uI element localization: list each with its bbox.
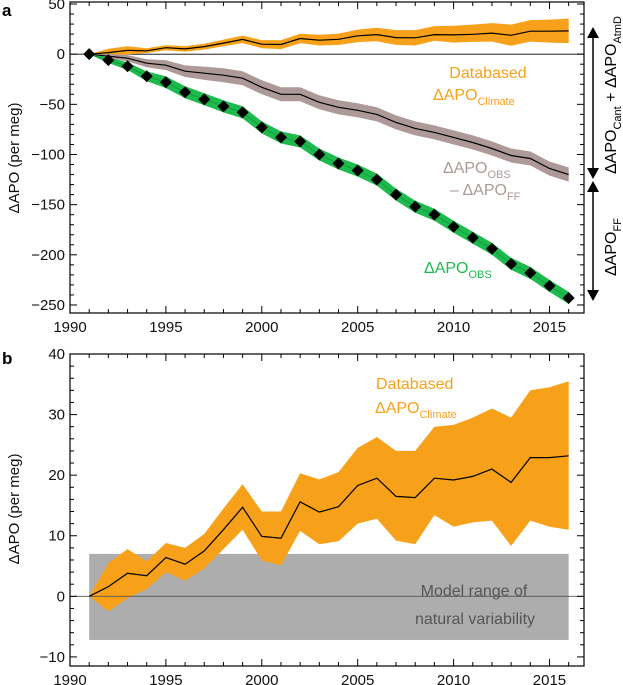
panel-a-y-tick-label: 0 — [57, 46, 65, 63]
arrow-cant-atmd-head-down — [587, 168, 599, 179]
annotation-climate-a-line1: Databased — [449, 65, 526, 82]
obs-diamond-marker — [236, 106, 249, 119]
panel-a-y-tick-label: −100 — [31, 146, 65, 163]
panel-b-letter: b — [2, 349, 12, 368]
panel-a-axes: 1990 1995 2000 2005 2010 2015 50 0 −50 −100 −150 −2… — [31, 0, 585, 336]
panel-b-x-tick-label: 1995 — [149, 672, 182, 685]
arrow-cant-atmd-head-up — [587, 27, 599, 38]
obs-diamond-marker — [83, 48, 96, 61]
panel-b-axes-frame — [69, 353, 585, 667]
annotation-obs: ΔAPOOBS — [424, 260, 492, 281]
annotation-climate-b-2: ΔAPOClimate — [375, 400, 457, 421]
panel-b-x-tick-label: 2010 — [437, 672, 470, 685]
obs-diamond-marker — [351, 164, 364, 177]
panel-b-y-tick-label: 20 — [48, 467, 65, 484]
panel-a-letter: a — [2, 1, 12, 20]
side-arrows: ΔAPOCant + ΔAPOAtmD ΔAPOFF — [587, 16, 623, 301]
obs-diamond-marker — [505, 257, 518, 270]
panel-a-y-tick-label: −250 — [31, 297, 65, 314]
panel-a-y-tick-label: −50 — [40, 96, 65, 113]
obs-diamond-marker — [159, 76, 172, 89]
climate-line — [89, 30, 569, 55]
annotation-climate-b-sub: Climate — [419, 409, 456, 421]
annotation-obs-ff-line2: – ΔAPO — [450, 182, 507, 199]
panel-a-plot-area — [70, 18, 584, 305]
panel-a-x-tick-label: 1995 — [149, 319, 182, 336]
panel-a-y-axis-title: ΔAPO (per meg) — [6, 103, 23, 214]
panel-a-x-tick-label: 2010 — [437, 319, 470, 336]
obs-diamond-marker — [179, 86, 192, 99]
obs-diamond-marker — [562, 291, 575, 304]
obs-diamond-marker — [524, 266, 537, 279]
panel-b-y-tick-label: 30 — [48, 407, 65, 424]
annotation-natural-2: natural variability — [415, 611, 535, 628]
annotation-climate-a: Databased — [449, 65, 526, 82]
climate-line — [88, 455, 569, 597]
panel-a-y-tick-label: 50 — [48, 0, 65, 13]
obs-diamond-marker — [313, 148, 326, 161]
obs-diamond-marker — [121, 60, 134, 73]
panel-a-y-tick-label: −200 — [31, 247, 65, 264]
panel-b-x-tick-label: 2015 — [533, 672, 566, 685]
obs-diamond-marker — [409, 200, 422, 213]
obs-diamond-marker — [428, 208, 441, 221]
panel-b-y-tick-label: 40 — [48, 346, 65, 363]
panel-a: a 1990 1995 2000 2005 2010 2015 50 0 −50 −100 −150… — [2, 0, 623, 336]
obs-diamond-marker — [543, 279, 556, 292]
annotation-obs-sub: OBS — [468, 269, 491, 281]
obs-diamond-marker — [332, 157, 345, 170]
annotation-climate-a-sub: Climate — [477, 96, 514, 108]
side-label-ff: ΔAPOFF — [603, 218, 623, 276]
panel-a-x-tick-label: 2015 — [533, 319, 566, 336]
annotation-obs-ff-main: ΔAPO — [443, 160, 487, 177]
obs-diamond-marker — [447, 220, 460, 233]
climate-band — [89, 381, 569, 612]
obs-diamond-marker — [294, 135, 307, 148]
annotation-climate-b-line2: ΔAPO — [375, 400, 419, 417]
panel-a-y-tick-label: −150 — [31, 197, 65, 214]
annotation-obs-ff-2: – ΔAPOFF — [450, 182, 521, 203]
arrow-ff-head-up — [587, 181, 599, 192]
panel-b-y-tick-label: 10 — [48, 528, 65, 545]
panel-b-y-tick-label: 0 — [57, 588, 65, 605]
annotation-obs-main: ΔAPO — [424, 260, 468, 277]
side-label-cant-atmd: ΔAPOCant + ΔAPOAtmD — [603, 16, 623, 174]
obs-diamond-marker — [255, 121, 268, 134]
panel-b-x-tick-label: 2005 — [341, 672, 374, 685]
obs-diamond-marker — [198, 93, 211, 106]
arrow-ff-head-down — [587, 290, 599, 301]
annotation-climate-a-line2: ΔAPO — [433, 87, 477, 104]
obs-diamond-marker — [140, 70, 153, 83]
annotation-climate-b-1: Databased — [376, 376, 453, 393]
climate-band — [89, 18, 569, 57]
annotation-natural-1: Model range of — [421, 583, 528, 600]
obs-diamond-marker — [466, 231, 479, 244]
annotation-obs-ff-1: ΔAPOOBS — [443, 160, 511, 181]
obs-diamond-marker — [274, 131, 287, 144]
obs-minus-ff-line — [89, 53, 569, 176]
panel-a-x-tick-label: 2005 — [341, 319, 374, 336]
obs-diamond-marker — [390, 188, 403, 201]
panel-a-x-tick-label: 2000 — [245, 319, 278, 336]
obs-diamond-marker — [370, 173, 383, 186]
obs-diamond-marker — [102, 54, 115, 67]
annotation-obs-ff-sub: OBS — [487, 169, 510, 181]
panel-a-axes-frame — [69, 1, 585, 314]
annotation-obs-ff-sub2: FF — [507, 191, 521, 203]
annotation-climate-a-2: ΔAPOClimate — [433, 87, 515, 108]
panel-b-x-tick-label: 1990 — [53, 672, 86, 685]
panel-b-plot-area — [70, 381, 584, 640]
obs-diamond-marker — [485, 242, 498, 255]
panel-b-y-tick-label: −10 — [40, 649, 65, 666]
panel-b-y-axis-title: ΔAPO (per meg) — [6, 454, 23, 565]
panel-b-x-tick-label: 2000 — [245, 672, 278, 685]
panel-a-x-tick-label: 1990 — [53, 319, 86, 336]
obs-diamond-marker — [217, 100, 230, 113]
